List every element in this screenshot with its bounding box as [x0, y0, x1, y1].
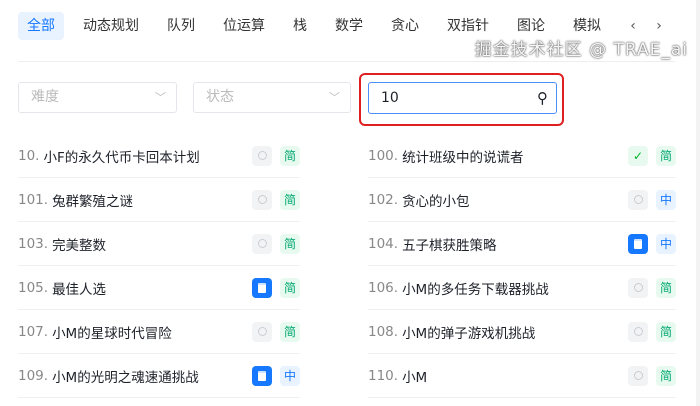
- unattempted-icon: [628, 365, 648, 386]
- problem-row[interactable]: 108. 小M的弹子游戏机挑战 简: [368, 310, 676, 354]
- search-icon[interactable]: ⚲: [537, 89, 548, 107]
- problem-title[interactable]: 统计班级中的说谎者: [402, 149, 524, 166]
- difficulty-badge: 简: [656, 365, 676, 386]
- difficulty-badge: 中: [656, 189, 676, 210]
- tab-6[interactable]: 贪心: [391, 18, 419, 34]
- problem-row[interactable]: 10. 小F的永久代币卡回本计划 简: [18, 134, 300, 178]
- tab-2[interactable]: 队列: [167, 18, 195, 34]
- check-icon: ✓: [628, 145, 648, 166]
- problem-row[interactable]: 104. 五子棋获胜策略 中: [368, 222, 676, 266]
- problem-row[interactable]: 110. 小M 简: [368, 354, 676, 398]
- unattempted-icon: [628, 277, 648, 298]
- unattempted-icon: [628, 189, 648, 210]
- status-select[interactable]: 状态 ﹀: [193, 82, 351, 113]
- tab-9[interactable]: 模拟: [573, 18, 601, 34]
- problem-row[interactable]: 101. 兔群繁殖之谜 简: [18, 178, 300, 222]
- problem-title[interactable]: 小M: [402, 369, 428, 386]
- problem-list-left: 10. 小F的永久代币卡回本计划简 101. 兔群繁殖之谜简 103. 完美整数简 105.…: [18, 134, 300, 398]
- problem-title[interactable]: 小M的弹子游戏机挑战: [402, 325, 536, 342]
- unattempted-icon: [252, 321, 272, 342]
- problem-number: 108.: [368, 323, 399, 340]
- problem-number: 109.: [18, 367, 49, 384]
- watermark: 掘金技术社区 @ TRAE_ai: [474, 40, 688, 60]
- problem-number: 106.: [368, 279, 399, 296]
- problem-row[interactable]: 105. 最佳人选 简: [18, 266, 300, 310]
- difficulty-badge: 简: [280, 189, 300, 210]
- problem-row[interactable]: 109. 小M的光明之魂速通挑战 中: [18, 354, 300, 398]
- difficulty-placeholder: 难度: [31, 89, 59, 105]
- difficulty-badge: 简: [280, 145, 300, 166]
- tab-8[interactable]: 图论: [517, 18, 545, 34]
- problem-number: 103.: [18, 235, 49, 252]
- problem-row[interactable]: 102. 贪心的小包 中: [368, 178, 676, 222]
- problem-row[interactable]: 100. 统计班级中的说谎者 ✓ 简: [368, 134, 676, 178]
- problem-number: 110.: [368, 367, 399, 384]
- problem-title[interactable]: 小M的光明之魂速通挑战: [52, 369, 199, 386]
- divider: [18, 61, 675, 62]
- category-tabs: 全部 动态规划 队列 位运算 栈 数学 贪心 双指针 图论 模拟 ‹ ›: [18, 12, 672, 40]
- problem-number: 100.: [368, 147, 399, 164]
- problem-number: 10.: [18, 147, 40, 164]
- calendar-icon: [252, 277, 272, 298]
- difficulty-badge: 简: [280, 233, 300, 254]
- difficulty-badge: 中: [656, 233, 676, 254]
- problem-number: 102.: [368, 191, 399, 208]
- problem-title[interactable]: 兔群繁殖之谜: [52, 193, 134, 210]
- problem-list-right: 100. 统计班级中的说谎者 ✓ 简 102. 贪心的小包中 104. 五子棋获胜策略中 106…: [368, 134, 676, 398]
- problem-title[interactable]: 小M的星球时代冒险: [52, 325, 172, 342]
- search-input[interactable]: 10 ⚲: [368, 82, 557, 114]
- tab-7[interactable]: 双指针: [447, 18, 489, 34]
- status-placeholder: 状态: [206, 89, 234, 105]
- unattempted-icon: [628, 321, 648, 342]
- difficulty-badge: 简: [656, 277, 676, 298]
- problem-title[interactable]: 完美整数: [52, 237, 107, 254]
- difficulty-badge: 简: [656, 321, 676, 342]
- problem-row[interactable]: 107. 小M的星球时代冒险 简: [18, 310, 300, 354]
- calendar-icon: [252, 365, 272, 386]
- chevron-left-icon[interactable]: ‹: [630, 18, 636, 34]
- chevron-down-icon: ﹀: [155, 91, 166, 104]
- difficulty-badge: 简: [656, 145, 676, 166]
- unattempted-icon: [252, 233, 272, 254]
- problem-title[interactable]: 最佳人选: [52, 281, 107, 298]
- difficulty-select[interactable]: 难度 ﹀: [18, 82, 177, 113]
- difficulty-badge: 简: [280, 277, 300, 298]
- difficulty-badge: 简: [280, 321, 300, 342]
- tab-1[interactable]: 动态规划: [83, 18, 139, 34]
- problem-number: 101.: [18, 191, 49, 208]
- problem-title[interactable]: 小F的永久代币卡回本计划: [43, 149, 200, 166]
- problem-title[interactable]: 贪心的小包: [402, 193, 470, 210]
- scrollbar[interactable]: [696, 0, 700, 406]
- problem-row[interactable]: 103. 完美整数 简: [18, 222, 300, 266]
- problem-number: 104.: [368, 235, 399, 252]
- problem-row[interactable]: 106. 小M的多任务下载器挑战 简: [368, 266, 676, 310]
- problem-number: 105.: [18, 279, 49, 296]
- tab-5[interactable]: 数学: [335, 18, 363, 34]
- highlight-box: [359, 73, 564, 126]
- problem-number: 107.: [18, 323, 49, 340]
- tab-0[interactable]: 全部: [18, 12, 64, 40]
- chevron-right-icon[interactable]: ›: [656, 18, 662, 34]
- chevron-down-icon: ﹀: [329, 91, 340, 104]
- difficulty-badge: 中: [280, 365, 300, 386]
- tab-4[interactable]: 栈: [293, 18, 307, 34]
- unattempted-icon: [252, 189, 272, 210]
- tab-3[interactable]: 位运算: [223, 18, 265, 34]
- unattempted-icon: [252, 145, 272, 166]
- search-value: 10: [381, 90, 399, 106]
- calendar-icon: [628, 233, 648, 254]
- problem-title[interactable]: 五子棋获胜策略: [402, 237, 497, 254]
- problem-title[interactable]: 小M的多任务下载器挑战: [402, 281, 549, 298]
